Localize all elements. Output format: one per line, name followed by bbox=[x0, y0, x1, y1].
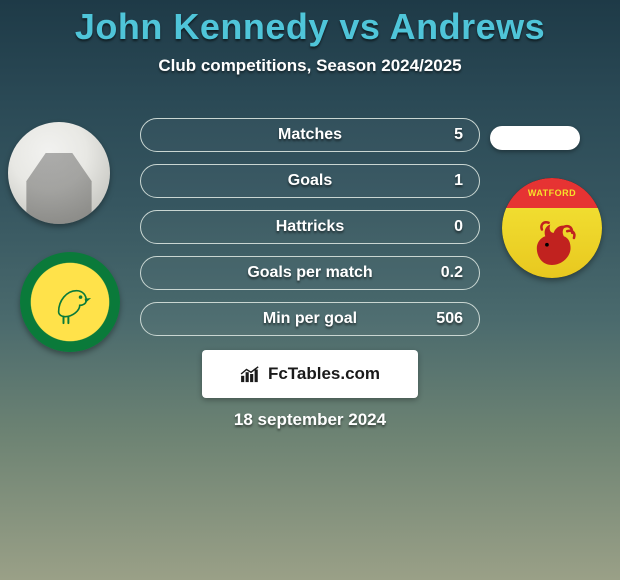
date-text: 18 september 2024 bbox=[0, 410, 620, 430]
watford-banner: WATFORD bbox=[502, 178, 602, 208]
club-badge-left bbox=[20, 252, 120, 352]
stat-row: Goals per match 0.2 bbox=[140, 256, 480, 290]
stat-label: Goals bbox=[141, 165, 479, 197]
stat-row: Matches 5 bbox=[140, 118, 480, 152]
stat-label: Goals per match bbox=[141, 257, 479, 289]
stat-label: Matches bbox=[141, 119, 479, 151]
page-subtitle: Club competitions, Season 2024/2025 bbox=[0, 56, 620, 76]
stats-table: Matches 5 Goals 1 Hattricks 0 Goals per … bbox=[140, 118, 480, 348]
stat-value: 0 bbox=[454, 211, 463, 243]
stat-value: 5 bbox=[454, 119, 463, 151]
stat-row: Hattricks 0 bbox=[140, 210, 480, 244]
branding-text: FcTables.com bbox=[268, 364, 380, 384]
page-title: John Kennedy vs Andrews bbox=[0, 0, 620, 48]
moose-icon bbox=[525, 219, 579, 267]
player-photo-right-placeholder bbox=[490, 126, 580, 150]
stat-label: Min per goal bbox=[141, 303, 479, 335]
stat-row: Min per goal 506 bbox=[140, 302, 480, 336]
stat-value: 1 bbox=[454, 165, 463, 197]
watford-crest-body bbox=[502, 208, 602, 278]
stat-label: Hattricks bbox=[141, 211, 479, 243]
stat-value: 0.2 bbox=[441, 257, 463, 289]
club-badge-right: WATFORD bbox=[502, 178, 602, 278]
player-silhouette bbox=[26, 153, 91, 224]
stat-value: 506 bbox=[436, 303, 463, 335]
player-photo-left bbox=[8, 122, 110, 224]
stat-row: Goals 1 bbox=[140, 164, 480, 198]
watford-banner-text: WATFORD bbox=[528, 188, 576, 198]
infographic-container: John Kennedy vs Andrews Club competition… bbox=[0, 0, 620, 580]
canary-icon bbox=[44, 276, 96, 328]
branding-badge: FcTables.com bbox=[202, 350, 418, 398]
bar-chart-icon bbox=[240, 365, 262, 383]
